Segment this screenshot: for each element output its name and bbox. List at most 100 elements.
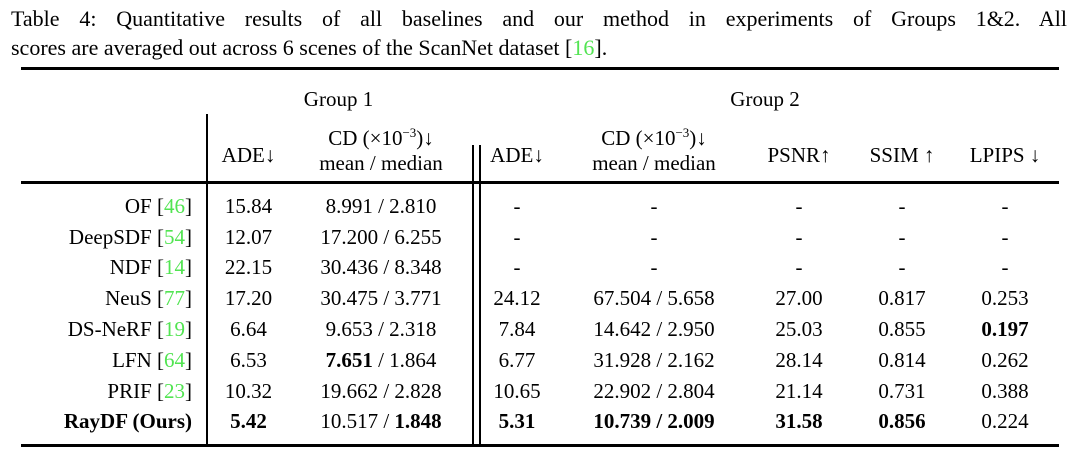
cell-ssim: 0.814 — [878, 347, 926, 372]
citation-link[interactable]: 64 — [164, 347, 185, 372]
cell-psnr: - — [795, 193, 803, 218]
group-divider-left — [472, 145, 474, 444]
cd-header-line1: CD (×10−3)↓ — [328, 125, 434, 150]
cell-g1-cd: 9.653 / 2.318 — [325, 317, 437, 342]
cell-g1-ade: 10.32 — [224, 378, 273, 403]
cell-ssim: 0.855 — [878, 317, 926, 342]
table-row: RayDF (Ours) 5.42 10.517 / 1.848 5.31 10… — [21, 407, 1059, 438]
group-header-row: Group 1 Group 2 — [21, 70, 1059, 115]
cell-g1-ade: 5.42 — [230, 409, 267, 434]
cell-ssim: 0.817 — [878, 286, 926, 311]
cell-g1-cd: 17.200 / 6.255 — [320, 224, 442, 249]
cell-g2-ade: 5.31 — [498, 409, 536, 434]
row-label: RayDF (Ours) — [63, 409, 192, 434]
table-row: NDF [14] 22.15 30.436 / 8.348 - - - - - — [21, 253, 1059, 284]
cell-lpips: 0.262 — [981, 347, 1029, 372]
cell-psnr: 21.14 — [775, 378, 823, 403]
cell-g2-ade: - — [513, 255, 521, 280]
citation-link[interactable]: 14 — [164, 255, 185, 280]
cell-lpips: 0.224 — [981, 409, 1029, 434]
table-top-rule — [21, 67, 1059, 70]
col-header-ssim: SSIM ↑ — [869, 142, 935, 167]
row-label: DS-NeRF [19] — [67, 317, 192, 342]
cell-g2-cd: - — [650, 255, 658, 280]
table-row: LFN [64] 6.53 7.651 / 1.864 6.77 31.928 … — [21, 345, 1059, 376]
table-row: PRIF [23] 10.32 19.662 / 2.828 10.65 22.… — [21, 376, 1059, 407]
row-label: OF [46] — [124, 193, 192, 218]
cd-header-line2: mean / median — [592, 151, 716, 175]
group-divider-right — [479, 145, 481, 444]
citation-link[interactable]: 16 — [572, 35, 595, 60]
cell-lpips: - — [1001, 255, 1009, 280]
cell-g1-cd: 19.662 / 2.828 — [320, 378, 442, 403]
table-row: DS-NeRF [19] 6.64 9.653 / 2.318 7.84 14.… — [21, 314, 1059, 345]
cell-g2-cd: - — [650, 224, 658, 249]
cell-ssim: 0.856 — [878, 409, 926, 434]
table-row: OF [46] 15.84 8.991 / 2.810 - - - - - — [21, 191, 1059, 222]
table-row: NeuS [77] 17.20 30.475 / 3.771 24.12 67.… — [21, 283, 1059, 314]
table-body: OF [46] 15.84 8.991 / 2.810 - - - - - De… — [21, 184, 1059, 444]
cell-ssim: - — [898, 193, 906, 218]
caption-line-1: Table 4: Quantitative results of all bas… — [11, 6, 1067, 31]
cell-g2-ade: 7.84 — [498, 317, 536, 342]
cell-g2-cd: 14.642 / 2.950 — [593, 317, 715, 342]
cell-g2-ade: 6.77 — [498, 347, 536, 372]
col-header-g2-ade: ADE↓ — [490, 142, 544, 167]
group2-header: Group 2 — [730, 87, 800, 111]
table-header-rule — [21, 181, 1059, 184]
cell-g2-cd: 10.739 / 2.009 — [593, 409, 715, 434]
col-header-psnr: PSNR↑ — [767, 142, 831, 167]
cd-header-line2: mean / median — [319, 151, 443, 175]
cell-g1-ade: 22.15 — [224, 255, 273, 280]
caption-line-2-text: scores are averaged out across 6 scenes … — [11, 35, 573, 60]
cell-g2-cd: 67.504 / 5.658 — [593, 286, 715, 311]
cell-g1-ade: 15.84 — [224, 193, 273, 218]
cell-lpips: 0.253 — [981, 286, 1029, 311]
cell-ssim: 0.731 — [878, 378, 926, 403]
citation-link[interactable]: 54 — [164, 224, 185, 249]
cell-ssim: - — [898, 255, 906, 280]
cell-g1-ade: 6.53 — [230, 347, 267, 372]
citation-link[interactable]: 77 — [164, 286, 185, 311]
cell-lpips: - — [1001, 224, 1009, 249]
table-bottom-rule — [21, 444, 1059, 447]
table-row: DeepSDF [54] 12.07 17.200 / 6.255 - - - … — [21, 222, 1059, 253]
cell-lpips: 0.388 — [981, 378, 1029, 403]
cell-ssim: - — [898, 224, 906, 249]
citation-link[interactable]: 23 — [164, 378, 185, 403]
cell-g2-ade: 10.65 — [493, 378, 541, 403]
row-label: PRIF [23] — [107, 378, 192, 403]
caption-line-2-end: ]. — [594, 35, 608, 60]
column-header-row: ADE↓ CD (×10−3)↓ mean / median ADE↓ CD (… — [21, 115, 1059, 181]
citation-link[interactable]: 19 — [164, 317, 185, 342]
cell-lpips: 0.197 — [981, 317, 1029, 342]
row-label: DeepSDF [54] — [68, 224, 192, 249]
citation-link[interactable]: 46 — [164, 193, 185, 218]
row-label: NDF [14] — [109, 255, 192, 280]
table-caption: Table 4: Quantitative results of all bas… — [11, 4, 1067, 62]
cell-g2-cd: 22.902 / 2.804 — [593, 378, 715, 403]
cell-g1-cd: 8.991 / 2.810 — [325, 193, 437, 218]
cell-g2-ade: 24.12 — [493, 286, 541, 311]
cell-psnr: 28.14 — [775, 347, 823, 372]
col-header-g1-ade: ADE↓ — [221, 142, 276, 167]
cell-g2-ade: - — [513, 224, 521, 249]
cell-g1-cd: 7.651 / 1.864 — [325, 347, 437, 372]
column-divider — [206, 114, 208, 444]
cell-g1-ade: 17.20 — [224, 286, 273, 311]
cell-g1-cd: 30.475 / 3.771 — [320, 286, 442, 311]
cell-psnr: 31.58 — [775, 409, 823, 434]
cd-header-line1: CD (×10−3)↓ — [601, 125, 707, 150]
cell-g1-ade: 6.64 — [230, 317, 267, 342]
group1-header: Group 1 — [303, 87, 374, 111]
cell-g1-ade: 12.07 — [224, 224, 273, 249]
cell-g2-cd: 31.928 / 2.162 — [593, 347, 715, 372]
cell-psnr: - — [795, 224, 803, 249]
cell-psnr: 27.00 — [775, 286, 823, 311]
cell-g1-cd: 30.436 / 8.348 — [320, 255, 442, 280]
cell-lpips: - — [1001, 193, 1009, 218]
cell-psnr: - — [795, 255, 803, 280]
cell-g2-ade: - — [513, 193, 521, 218]
caption-line-2: scores are averaged out across 6 scenes … — [11, 33, 1067, 62]
